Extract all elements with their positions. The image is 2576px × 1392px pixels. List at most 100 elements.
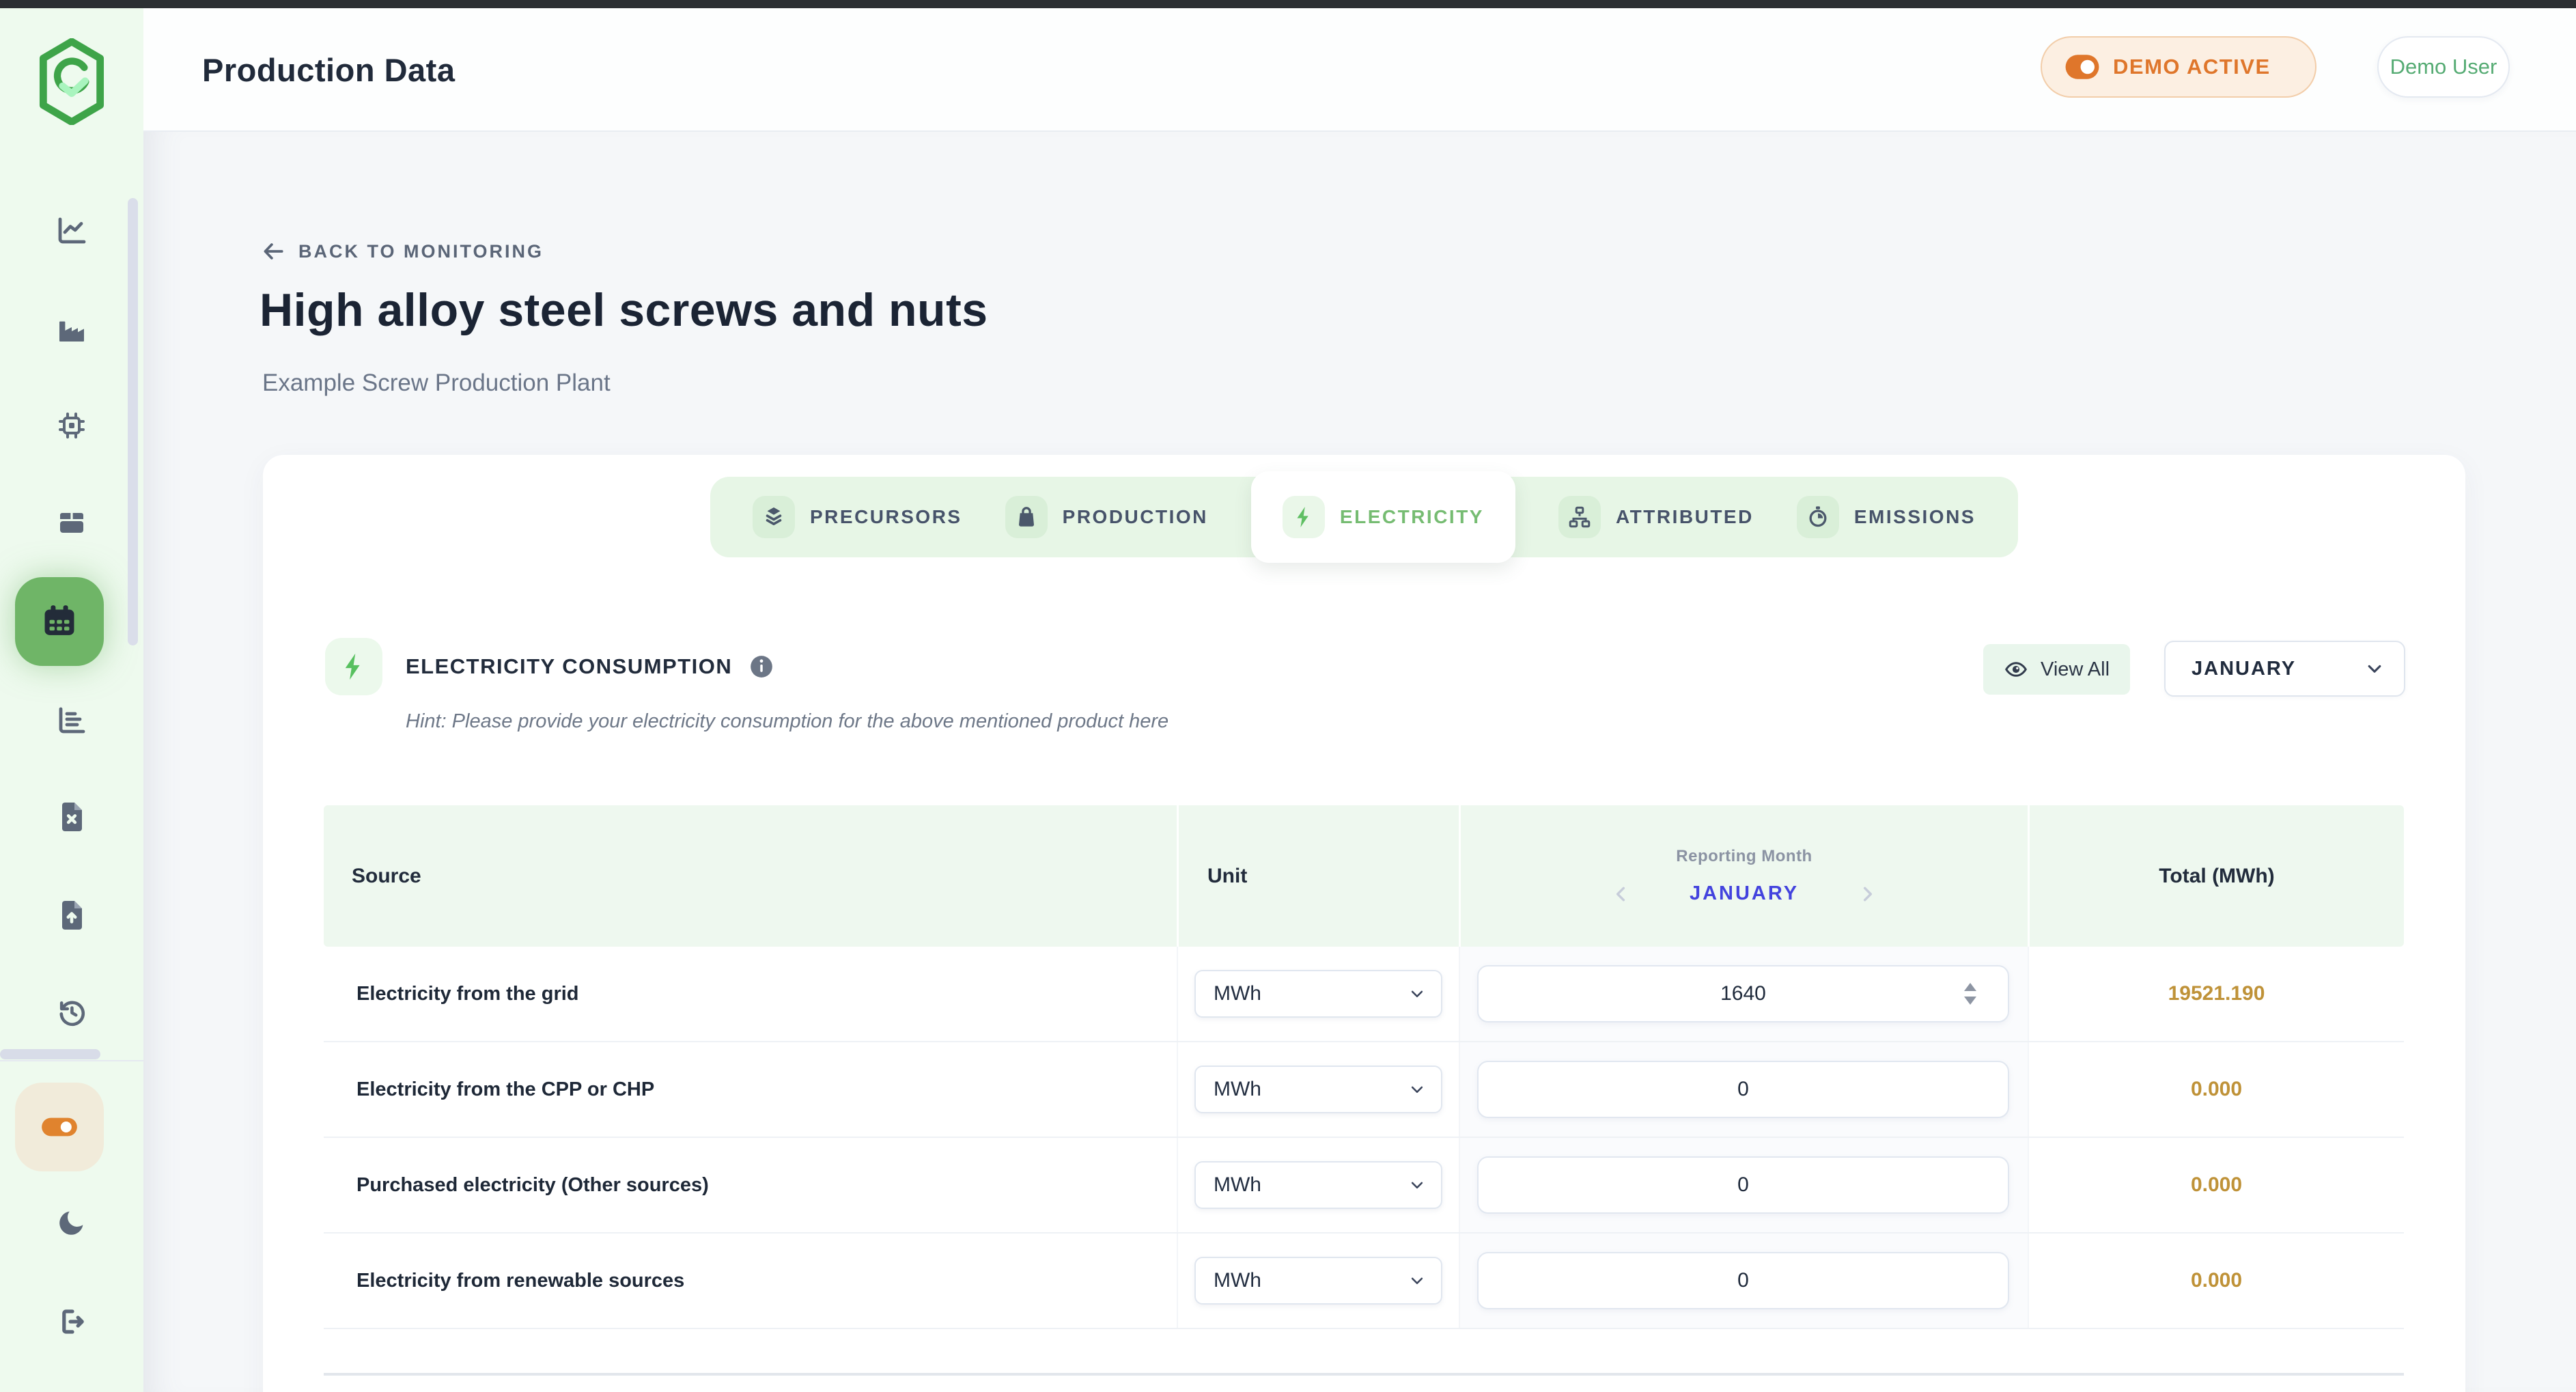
row-source-label: Electricity from renewable sources <box>356 1269 685 1292</box>
number-stepper[interactable] <box>1964 983 1976 1005</box>
info-icon[interactable] <box>748 654 774 680</box>
top-header: Production Data DEMO ACTIVE Demo User <box>143 8 2576 132</box>
row-source-label: Electricity from the CPP or CHP <box>356 1078 655 1100</box>
page-header-title: Production Data <box>202 52 456 88</box>
chevron-down-icon <box>1411 1086 1423 1093</box>
main-content: BACK TO MONITORING High alloy steel scre… <box>143 132 2576 1392</box>
reporting-month-label: Reporting Month <box>1676 847 1812 865</box>
row-source-label: Purchased electricity (Other sources) <box>356 1173 709 1196</box>
tab-label: PRECURSORS <box>810 506 962 527</box>
tab-label: ATTRIBUTED <box>1616 506 1754 527</box>
view-all-button[interactable]: View All <box>1983 644 2131 695</box>
chip-icon <box>59 413 85 439</box>
chevron-down-icon <box>1411 990 1423 997</box>
tab-electricity[interactable]: ELECTRICITY <box>1250 471 1515 563</box>
eye-icon <box>2005 662 2027 677</box>
toggle-on-icon <box>42 1117 77 1137</box>
row-total: 0.000 <box>2028 1138 2404 1232</box>
bar-chart-icon <box>59 707 85 734</box>
chevron-right-icon[interactable] <box>1856 883 1878 905</box>
arrow-left-icon <box>264 243 283 260</box>
package-icon <box>60 513 83 533</box>
reporting-month-value: JANUARY <box>1689 882 1800 904</box>
section-hint: Hint: Please provide your electricity co… <box>406 710 1169 732</box>
unit-select[interactable]: MWh <box>1194 970 1442 1018</box>
layers-icon <box>766 507 782 525</box>
unit-select[interactable]: MWh <box>1194 1257 1442 1305</box>
toggle-on-icon <box>2065 55 2099 79</box>
sidebar-horizontal-scrollbar[interactable] <box>0 1049 100 1059</box>
electricity-table: Source Unit Reporting Month JANUARY Tota… <box>324 805 2404 1329</box>
demo-badge-label: DEMO ACTIVE <box>2113 55 2271 79</box>
next-section-divider <box>324 1373 2404 1376</box>
sidebar-divider <box>0 1060 143 1061</box>
tab-production[interactable]: PRODUCTION <box>1005 496 1208 538</box>
factory-icon <box>59 321 84 342</box>
sitemap-icon <box>1569 506 1591 528</box>
section-title: ELECTRICITY CONSUMPTION <box>406 654 733 678</box>
sidebar-item-demo-toggle[interactable] <box>15 1083 104 1171</box>
user-menu-button[interactable]: Demo User <box>2377 36 2510 98</box>
moon-icon <box>59 1211 83 1235</box>
sidebar-item-products[interactable] <box>55 506 88 539</box>
consumption-input[interactable] <box>1479 982 2008 1005</box>
electricity-card: PRECURSORS PRODUCTION ELECTRICITY <box>263 455 2465 1392</box>
sidebar-item-file-import[interactable] <box>55 899 88 932</box>
tab-precursors[interactable]: PRECURSORS <box>753 496 962 538</box>
tab-label: EMISSIONS <box>1853 506 1976 527</box>
sidebar-item-dark-mode[interactable] <box>55 1206 88 1239</box>
bag-icon <box>1018 507 1034 527</box>
calendar-icon <box>44 605 74 635</box>
tab-attributed[interactable]: ATTRIBUTED <box>1558 496 1754 538</box>
consumption-input[interactable] <box>1479 1173 2008 1197</box>
sidebar-item-logout[interactable] <box>55 1305 88 1338</box>
tab-label: PRODUCTION <box>1062 506 1208 527</box>
table-header-row: Source Unit Reporting Month JANUARY Tota… <box>324 805 2404 947</box>
chevron-left-icon[interactable] <box>1610 883 1632 905</box>
tab-emissions[interactable]: EMISSIONS <box>1796 496 1976 538</box>
window-top-frame <box>0 0 2576 8</box>
month-select[interactable]: JANUARY <box>2164 641 2405 697</box>
row-total: 0.000 <box>2028 1042 2404 1137</box>
logo-hexagon-icon <box>39 38 104 126</box>
section-bolt-chip <box>325 638 382 695</box>
chevron-down-icon <box>1411 1182 1423 1188</box>
demo-active-badge[interactable]: DEMO ACTIVE <box>2041 36 2316 98</box>
column-header-source: Source <box>352 864 421 887</box>
back-to-monitoring-link[interactable]: BACK TO MONITORING <box>262 240 544 263</box>
sidebar-item-file-export[interactable] <box>55 801 88 833</box>
history-icon <box>59 1001 85 1027</box>
table-row: Purchased electricity (Other sources) MW… <box>324 1138 2404 1234</box>
unit-select[interactable]: MWh <box>1194 1161 1442 1209</box>
chevron-down-icon <box>1411 1277 1423 1284</box>
file-x-icon <box>62 803 82 831</box>
line-chart-icon <box>58 217 86 244</box>
chevron-down-icon <box>2368 665 2381 673</box>
row-total: 19521.190 <box>2028 947 2404 1041</box>
file-upload-icon <box>62 901 82 930</box>
sidebar-item-production-calendar[interactable] <box>15 577 104 666</box>
column-header-total: Total (MWh) <box>2028 805 2404 947</box>
table-row: Electricity from the grid MWh 19521.190 <box>324 947 2404 1042</box>
sidebar-item-reports[interactable] <box>55 704 88 736</box>
page-subtitle: Example Screw Production Plant <box>262 370 611 396</box>
table-row: Electricity from renewable sources MWh 0… <box>324 1234 2404 1329</box>
view-all-label: View All <box>2041 658 2110 680</box>
sidebar-vertical-scrollbar[interactable] <box>128 198 138 645</box>
back-link-label: BACK TO MONITORING <box>298 240 544 262</box>
data-tabs: PRECURSORS PRODUCTION ELECTRICITY <box>710 471 2018 563</box>
row-source-label: Electricity from the grid <box>356 982 579 1005</box>
tab-label: ELECTRICITY <box>1339 506 1484 527</box>
column-header-reporting-month: Reporting Month JANUARY <box>1459 805 2028 947</box>
bolt-icon <box>345 653 360 680</box>
sidebar-item-sites[interactable] <box>55 314 88 347</box>
sidebar-item-analytics[interactable] <box>55 214 88 247</box>
unit-select[interactable]: MWh <box>1194 1066 1442 1113</box>
sidebar-item-history[interactable] <box>55 996 88 1029</box>
consumption-input[interactable] <box>1479 1078 2008 1101</box>
sidebar-item-devices[interactable] <box>55 409 88 442</box>
month-select-value: JANUARY <box>2192 657 2297 680</box>
consumption-input[interactable] <box>1479 1269 2008 1292</box>
app-logo <box>38 38 105 127</box>
sidebar <box>0 8 143 1392</box>
